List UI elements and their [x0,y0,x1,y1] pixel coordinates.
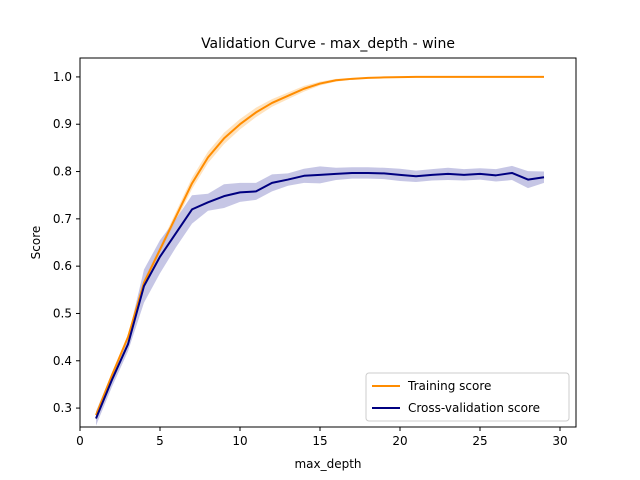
y-tick-label: 0.8 [53,165,72,179]
x-tick-label: 0 [76,434,84,448]
x-tick-label: 25 [472,434,487,448]
x-axis-ticks: 0 5 10 15 20 25 30 [76,427,568,448]
y-tick-label: 0.6 [53,259,72,273]
y-tick-label: 0.4 [53,354,72,368]
series-line-0 [95,75,544,416]
x-tick-label: 10 [232,434,247,448]
y-axis-label: Score [29,226,43,260]
series-line-1 [95,171,545,419]
score-lines [95,75,545,419]
y-axis-ticks: 0.3 0.4 0.5 0.6 0.7 0.8 0.9 1.0 [53,70,80,415]
y-tick-label: 0.5 [53,306,72,320]
plot-frame [79,57,577,428]
y-tick-label: 0.3 [53,401,72,415]
legend-label-0: Training score [407,379,491,393]
y-tick-label: 0.9 [53,117,72,131]
score-bands [96,76,544,426]
chart-title: Validation Curve - max_depth - wine [201,36,455,52]
legend: Training score Cross-validation score [365,372,570,422]
x-tick-label: 5 [156,434,164,448]
series-band-0 [96,76,544,418]
y-tick-label: 0.7 [53,212,72,226]
legend-box [365,372,570,422]
x-axis-label: max_depth [294,457,361,471]
y-tick-label: 1.0 [53,70,72,84]
x-tick-label: 30 [552,434,567,448]
x-tick-label: 20 [392,434,407,448]
x-tick-label: 15 [312,434,327,448]
legend-label-1: Cross-validation score [408,401,540,415]
